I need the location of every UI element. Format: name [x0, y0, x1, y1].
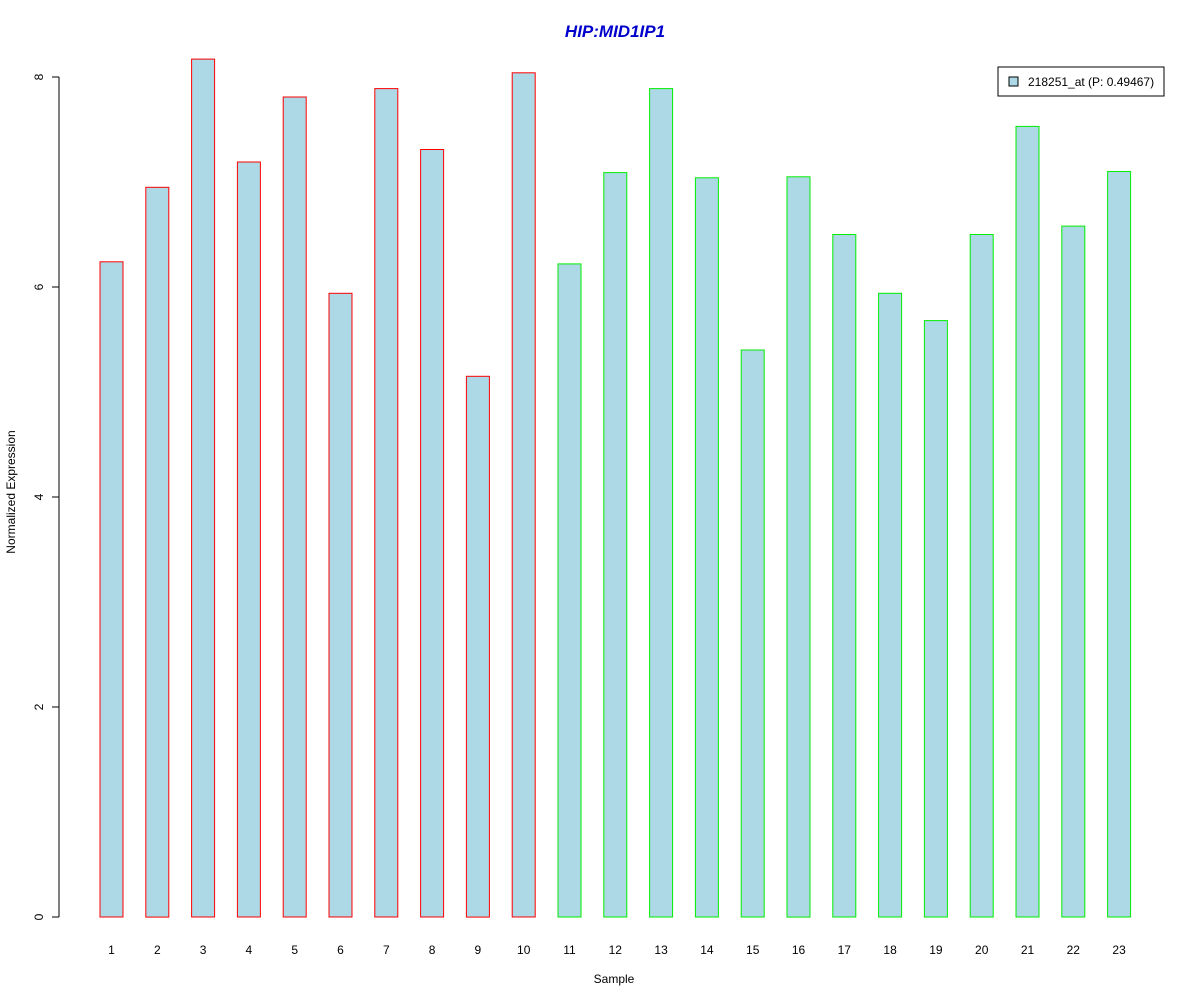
- bar-sample-11: [557, 263, 582, 918]
- x-tick-label: 21: [1021, 943, 1035, 957]
- bar-sample-18: [878, 292, 903, 918]
- x-tick-label: 7: [383, 943, 390, 957]
- bar-sample-23: [1107, 171, 1132, 918]
- legend: 218251_at (P: 0.49467): [997, 66, 1165, 97]
- bar-sample-7: [374, 88, 399, 918]
- bar-sample-5: [282, 96, 307, 918]
- x-tick-label: 19: [929, 943, 943, 957]
- bars-group: [99, 58, 1132, 918]
- x-tick-label: 13: [654, 943, 668, 957]
- bar-sample-6: [328, 292, 353, 918]
- y-tick-label: 4: [32, 493, 46, 500]
- bar-sample-16: [786, 176, 811, 918]
- x-tick-label: 15: [746, 943, 760, 957]
- x-tick-label: 1: [108, 943, 115, 957]
- x-tick-label: 12: [609, 943, 623, 957]
- bar-sample-19: [923, 320, 948, 918]
- x-tick-label: 9: [475, 943, 482, 957]
- y-tick-label: 0: [32, 913, 46, 920]
- bar-sample-1: [99, 261, 124, 918]
- y-axis-title: Normalized Expression: [4, 430, 18, 553]
- x-tick-label: 22: [1067, 943, 1081, 957]
- x-tick-label: 3: [200, 943, 207, 957]
- bar-sample-20: [969, 234, 994, 918]
- x-tick-label: 4: [246, 943, 253, 957]
- x-tick-label: 17: [838, 943, 852, 957]
- chart-title: HIP:MID1IP1: [565, 22, 665, 41]
- bar-sample-9: [465, 375, 490, 918]
- y-tick-label: 6: [32, 283, 46, 290]
- y-tick-label: 8: [32, 73, 46, 80]
- bar-sample-14: [694, 177, 719, 918]
- bar-sample-2: [145, 186, 170, 918]
- x-tick-labels: 1 2 3 4 5 6 7 8 9 10 11 12 13 14 15 16 17 18 19 20 21 22 23: [108, 943, 1126, 957]
- x-tick-label: 14: [700, 943, 714, 957]
- y-tick-label: 2: [32, 703, 46, 710]
- bar-sample-10: [511, 72, 536, 918]
- bar-sample-15: [740, 349, 765, 918]
- y-axis: 0 2 4 6 8: [32, 73, 60, 920]
- x-tick-label: 6: [337, 943, 344, 957]
- x-tick-label: 20: [975, 943, 989, 957]
- bar-sample-3: [191, 58, 216, 918]
- x-tick-label: 18: [883, 943, 897, 957]
- x-tick-label: 10: [517, 943, 531, 957]
- x-tick-label: 8: [429, 943, 436, 957]
- legend-label: 218251_at (P: 0.49467): [1028, 75, 1154, 89]
- bar-sample-21: [1015, 125, 1040, 918]
- bar-sample-8: [420, 149, 445, 918]
- x-tick-label: 11: [563, 943, 576, 957]
- x-tick-label: 23: [1112, 943, 1126, 957]
- bar-sample-4: [236, 161, 261, 918]
- x-tick-label: 16: [792, 943, 806, 957]
- bar-sample-13: [649, 88, 674, 918]
- bar-sample-17: [832, 234, 857, 918]
- x-axis-title: Sample: [594, 972, 635, 986]
- x-tick-label: 5: [291, 943, 298, 957]
- legend-box: [997, 66, 1165, 97]
- bar-sample-12: [603, 172, 628, 918]
- x-tick-label: 2: [154, 943, 161, 957]
- legend-swatch: [1008, 76, 1019, 87]
- bar-sample-22: [1061, 225, 1086, 918]
